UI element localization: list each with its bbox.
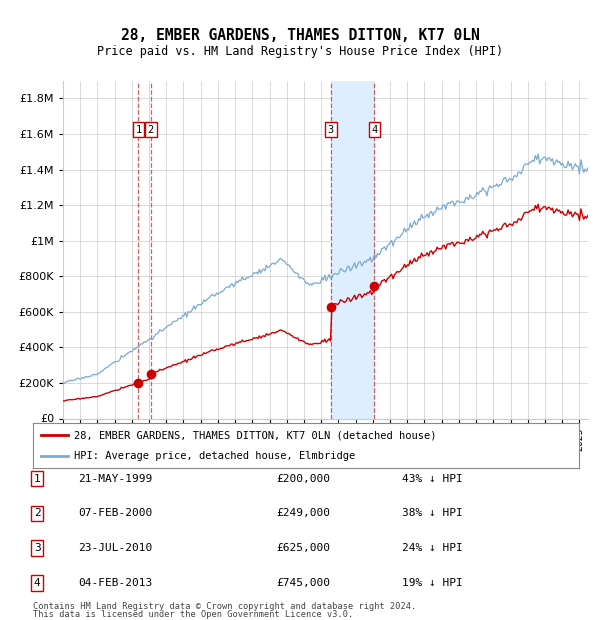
Text: 43% ↓ HPI: 43% ↓ HPI	[402, 474, 463, 484]
Text: Price paid vs. HM Land Registry's House Price Index (HPI): Price paid vs. HM Land Registry's House …	[97, 45, 503, 58]
Text: £625,000: £625,000	[276, 543, 330, 553]
Text: This data is licensed under the Open Government Licence v3.0.: This data is licensed under the Open Gov…	[33, 610, 353, 619]
Text: 21-MAY-1999: 21-MAY-1999	[78, 474, 152, 484]
Text: 2: 2	[148, 125, 154, 135]
Text: 04-FEB-2013: 04-FEB-2013	[78, 578, 152, 588]
Text: 28, EMBER GARDENS, THAMES DITTON, KT7 0LN (detached house): 28, EMBER GARDENS, THAMES DITTON, KT7 0L…	[74, 430, 436, 440]
Text: Contains HM Land Registry data © Crown copyright and database right 2024.: Contains HM Land Registry data © Crown c…	[33, 602, 416, 611]
Text: 2: 2	[34, 508, 41, 518]
Text: £200,000: £200,000	[276, 474, 330, 484]
Text: £745,000: £745,000	[276, 578, 330, 588]
Text: 24% ↓ HPI: 24% ↓ HPI	[402, 543, 463, 553]
Text: 28, EMBER GARDENS, THAMES DITTON, KT7 0LN: 28, EMBER GARDENS, THAMES DITTON, KT7 0L…	[121, 28, 479, 43]
Text: 19% ↓ HPI: 19% ↓ HPI	[402, 578, 463, 588]
Text: 4: 4	[34, 578, 41, 588]
Text: 3: 3	[328, 125, 334, 135]
Text: HPI: Average price, detached house, Elmbridge: HPI: Average price, detached house, Elmb…	[74, 451, 355, 461]
Bar	[331, 81, 374, 419]
Text: £249,000: £249,000	[276, 508, 330, 518]
Text: 1: 1	[135, 125, 142, 135]
Text: 07-FEB-2000: 07-FEB-2000	[78, 508, 152, 518]
Text: 38% ↓ HPI: 38% ↓ HPI	[402, 508, 463, 518]
Text: 23-JUL-2010: 23-JUL-2010	[78, 543, 152, 553]
Text: 4: 4	[371, 125, 377, 135]
Text: 1: 1	[34, 474, 41, 484]
Text: 3: 3	[34, 543, 41, 553]
